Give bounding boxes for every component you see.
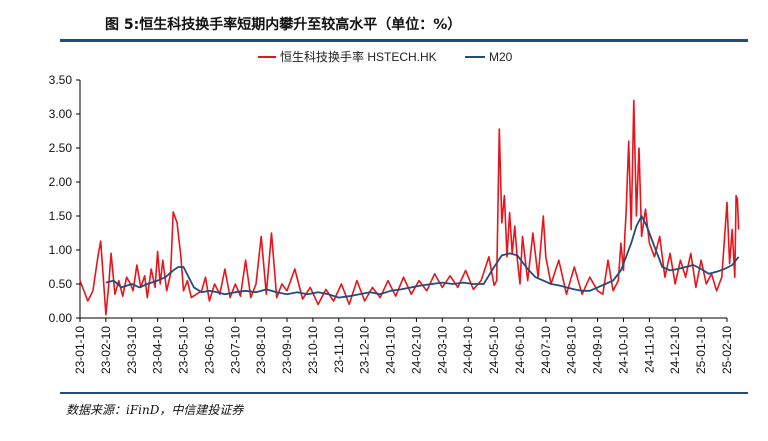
axes: 0.00 0.50 1.00 1.50 2.00 2.50 3.00 3.50 23-01-10… [49, 73, 734, 374]
y-tick-label: 1.00 [49, 243, 73, 257]
x-tick-label: 24-03-10 [435, 326, 449, 374]
x-tick-label: 23-03-10 [125, 326, 139, 374]
x-tick-label: 23-09-10 [280, 326, 294, 374]
x-tick-label: 24-05-10 [487, 326, 501, 374]
x-tick-label: 24-10-10 [616, 326, 630, 374]
x-tick-label: 25-02-10 [720, 326, 734, 374]
legend: 恒生科技换手率 HSTECH.HK M20 [258, 49, 513, 64]
x-tick-label: 24-09-10 [591, 326, 605, 374]
bottom-rule [60, 392, 748, 394]
y-tick-label: 0.50 [49, 277, 73, 291]
x-tick-label: 24-01-10 [384, 326, 398, 374]
x-tick-label: 23-05-10 [177, 326, 191, 374]
x-tick-label: 23-07-10 [228, 326, 242, 374]
x-tick-label: 24-02-10 [409, 326, 423, 374]
x-tick-label: 23-10-10 [306, 326, 320, 374]
source-note: 数据来源：iFinD，中信建投证券 [66, 403, 244, 417]
y-tick-label: 1.50 [49, 209, 73, 223]
x-tick-label: 25-01-10 [694, 326, 708, 374]
x-tick-label: 23-08-10 [254, 326, 268, 374]
x-tick-label: 23-01-10 [73, 326, 87, 374]
series-line-m20 [105, 215, 740, 299]
x-tick-label: 23-04-10 [151, 326, 165, 374]
x-tick-label: 23-06-10 [202, 326, 216, 374]
y-tick-label: 2.00 [49, 175, 73, 189]
top-rule [60, 39, 748, 42]
x-tick-label: 24-11-10 [642, 326, 656, 373]
legend-label-turnover: 恒生科技换手率 HSTECH.HK [280, 49, 437, 64]
y-tick-label: 0.00 [49, 311, 73, 325]
y-tick-label: 2.50 [49, 141, 73, 155]
y-tick-label: 3.50 [49, 73, 73, 87]
legend-label-m20: M20 [489, 50, 513, 64]
x-tick-label: 24-06-10 [513, 326, 527, 374]
x-tick-label: 24-08-10 [565, 326, 579, 374]
figure-title: 图 5:恒生科技换手率短期内攀升至较高水平（单位：%） [105, 17, 462, 33]
x-tick-label: 23-12-10 [358, 326, 372, 374]
x-tick-label: 24-12-10 [668, 326, 682, 374]
x-tick-label: 23-02-10 [99, 326, 113, 374]
series-layer [79, 99, 740, 316]
y-tick-label: 3.00 [49, 107, 73, 121]
x-tick-label: 23-11-10 [332, 326, 346, 373]
series-line-turnover [79, 99, 740, 316]
x-tick-label: 24-07-10 [539, 326, 553, 374]
x-tick-label: 24-04-10 [461, 326, 475, 374]
